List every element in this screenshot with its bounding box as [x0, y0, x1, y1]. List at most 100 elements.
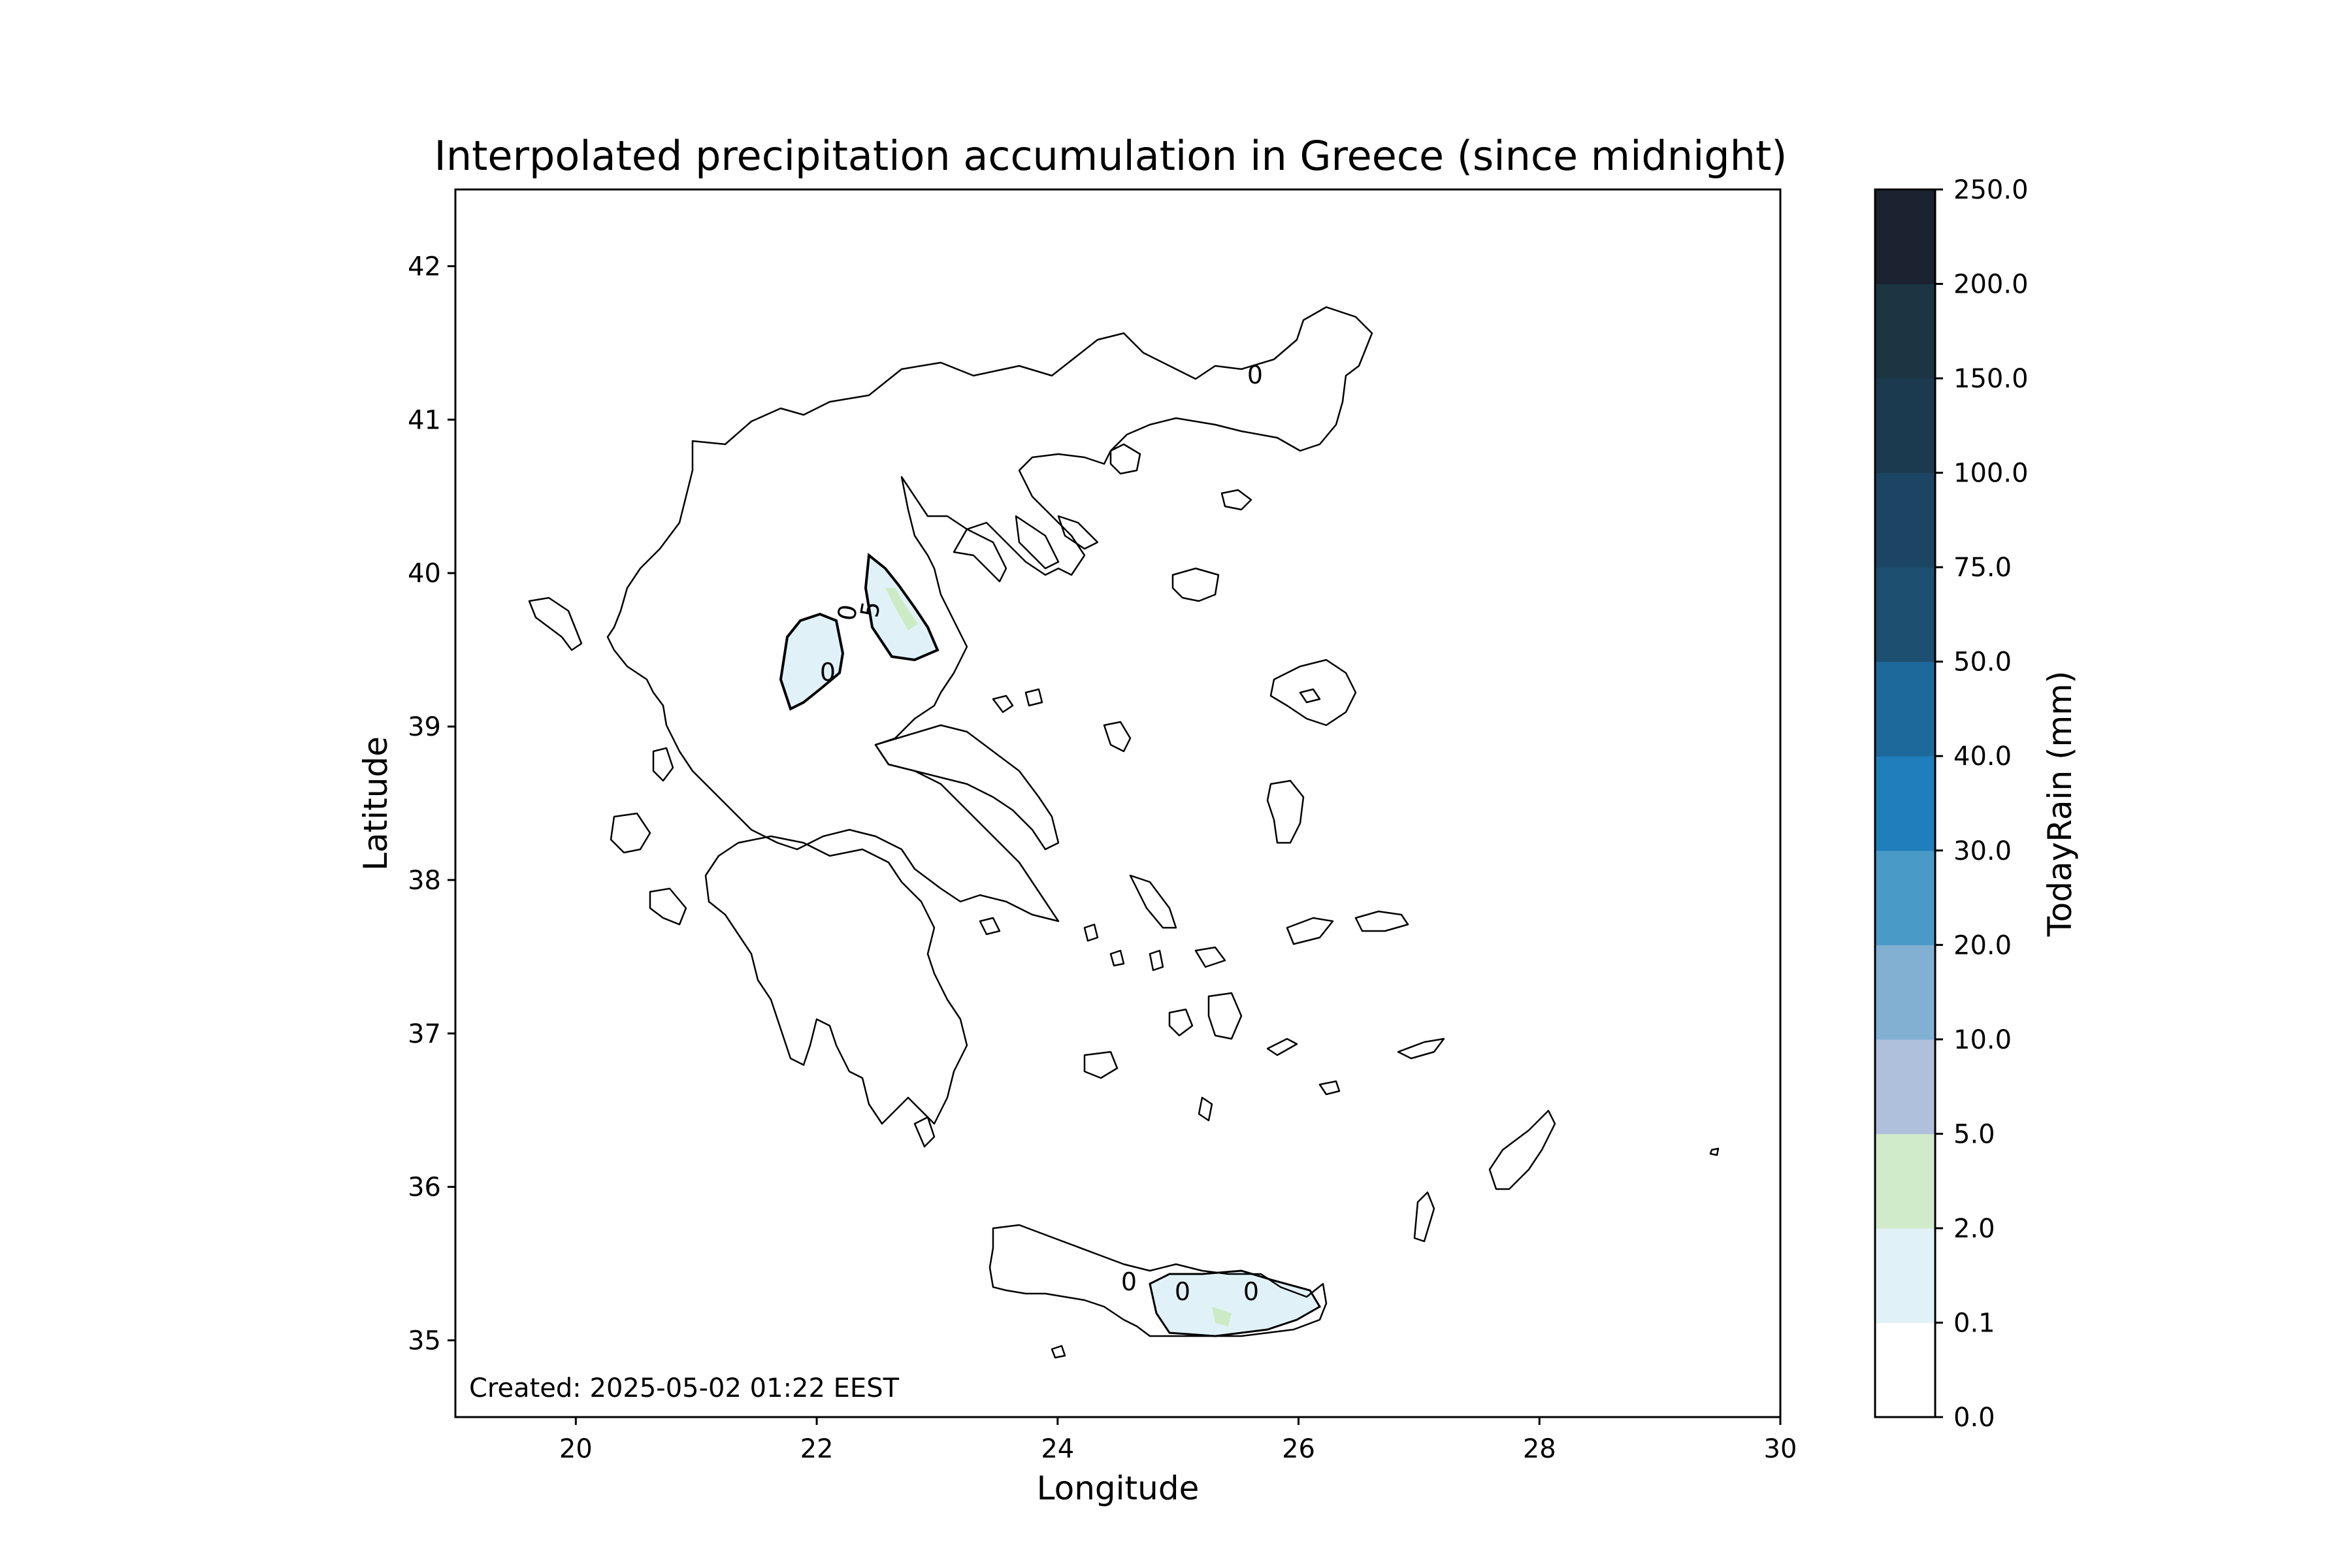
lemnos-coastline — [1171, 567, 1220, 602]
colorbar-bin — [1875, 189, 1935, 285]
evia-coastline — [874, 724, 1060, 851]
chalkidiki-coastline — [953, 515, 1099, 583]
y-axis-label: Latitude — [357, 736, 395, 871]
peloponnese-coastline — [704, 835, 968, 1125]
milos-coastline — [1083, 1051, 1119, 1079]
colorbar-tick-label: 2.0 — [1953, 1214, 1995, 1244]
y-axis: 35 36 37 38 39 40 41 42 — [408, 252, 455, 1356]
rhodes-coastline — [1488, 1109, 1556, 1190]
colorbar-tick-label: 40.0 — [1953, 742, 2012, 772]
samothraki-coastline — [1220, 489, 1252, 511]
rain-area-crete-core — [1212, 1307, 1232, 1326]
contour-label: 0 — [820, 658, 836, 687]
colorbar-tick-label: 0.0 — [1953, 1403, 1995, 1433]
precipitation-field — [779, 553, 1322, 1337]
y-tick-label: 39 — [408, 712, 441, 742]
rain-area-pieria-core — [885, 588, 918, 630]
y-tick-label: 41 — [408, 405, 441, 435]
skopelos-coastline — [992, 688, 1043, 713]
colorbar-label: TodayRain (mm) — [2041, 671, 2079, 938]
x-tick-label: 28 — [1523, 1434, 1556, 1464]
colorbar-bin — [1875, 1134, 1935, 1229]
naxos-coastline — [1207, 992, 1243, 1040]
x-axis-label: Longitude — [1037, 1469, 1200, 1507]
samos-coastline — [1354, 910, 1409, 932]
y-tick-label: 36 — [408, 1173, 441, 1203]
map-title: Interpolated precipitation accumulation … — [434, 132, 1788, 180]
contour-label: 0 — [1243, 1277, 1259, 1306]
contour-label: 0 — [1247, 361, 1263, 389]
y-tick-label: 37 — [408, 1019, 441, 1049]
mainland-coastline — [606, 306, 1373, 923]
thasos-coastline — [1109, 443, 1141, 475]
colorbar-bin — [1875, 472, 1935, 568]
y-tick-label: 35 — [408, 1326, 441, 1356]
astypalaia-coastline — [1318, 1080, 1341, 1096]
chios-coastline — [1266, 779, 1305, 844]
colorbar-bin — [1875, 661, 1935, 757]
axes-frame — [454, 188, 1782, 1418]
colorbar-tick-label: 20.0 — [1953, 930, 2012, 960]
ikaria-coastline — [1286, 917, 1334, 945]
y-tick-label: 38 — [408, 866, 441, 896]
contour-label: 0 — [1121, 1267, 1137, 1296]
colorbar-bin — [1875, 567, 1935, 662]
andros-coastline — [1129, 874, 1177, 929]
x-tick-label: 30 — [1764, 1434, 1797, 1464]
gavdos-coastline — [1051, 1345, 1066, 1359]
colorbar-bin — [1875, 945, 1935, 1040]
created-timestamp: Created: 2025-05-02 01:22 EEST — [469, 1373, 900, 1403]
kefalonia-coastline — [610, 812, 651, 854]
colorbar-tick-label: 150.0 — [1953, 364, 2029, 394]
kea-coastline — [1083, 923, 1125, 967]
colorbar-bin — [1875, 1039, 1935, 1134]
zakynthos-coastline — [649, 887, 687, 926]
colorbar-bin — [1875, 850, 1935, 945]
contour-label: 0 — [1175, 1277, 1190, 1306]
x-tick-label: 26 — [1282, 1434, 1315, 1464]
syros-coastline — [1149, 946, 1226, 972]
colorbar-bin — [1875, 284, 1935, 379]
lefkada-coastline — [652, 747, 674, 782]
map-background — [455, 189, 1780, 1417]
rain-area-thessaly — [779, 612, 845, 711]
colorbar-frame — [1874, 188, 1936, 1418]
crete-coastline — [988, 1224, 1328, 1337]
y-tick-label: 40 — [408, 559, 441, 589]
y-tick-label: 42 — [408, 252, 441, 282]
kos-coastline — [1397, 1037, 1445, 1060]
colorbar-tick-label: 10.0 — [1953, 1025, 2012, 1055]
paros-coastline — [1168, 1008, 1194, 1037]
lesvos-coastline — [1269, 659, 1357, 727]
colorbar: 0.0 0.1 2.0 5.0 10.0 20.0 30.0 40.0 50.0 75.0 100.… — [1874, 175, 2029, 1433]
santorini-coastline — [1198, 1096, 1213, 1122]
colorbar-bin — [1875, 1322, 1935, 1418]
colorbar-tick-label: 5.0 — [1953, 1119, 1995, 1149]
map-axes: 0 0 0 5 0 0 0 Created: 2025-05-02 01:22 … — [454, 188, 1782, 1418]
colorbar-bin — [1875, 378, 1935, 474]
x-axis: 20 22 24 26 28 30 — [559, 1417, 1797, 1464]
x-tick-label: 22 — [800, 1434, 834, 1464]
colorbar-tick-label: 100.0 — [1953, 459, 2029, 489]
x-tick-label: 20 — [559, 1434, 593, 1464]
colorbar-tick-label: 0.1 — [1953, 1308, 1995, 1338]
colorbar-tick-label: 250.0 — [1953, 175, 2029, 205]
colorbar-tick-label: 50.0 — [1953, 647, 2012, 678]
amorgos-coastline — [1266, 1037, 1298, 1056]
aegina-coastline — [979, 917, 1001, 936]
lake-outline — [1299, 688, 1321, 704]
kastellorizo-coastline — [1709, 1147, 1720, 1156]
colorbar-bin — [1875, 1228, 1935, 1323]
colorbar-tick-label: 30.0 — [1953, 836, 2012, 866]
kythira-coastline — [913, 1116, 936, 1148]
karpathos-coastline — [1413, 1191, 1435, 1243]
coastlines — [528, 306, 1720, 1359]
x-tick-label: 24 — [1041, 1434, 1074, 1464]
rain-area-crete — [1149, 1269, 1322, 1337]
colorbar-tick-label: 200.0 — [1953, 270, 2029, 300]
colorbar-bin — [1875, 756, 1935, 851]
skyros-coastline — [1103, 721, 1132, 753]
colorbar-tick-label: 75.0 — [1953, 553, 2012, 583]
corfu-coastline — [528, 596, 583, 651]
